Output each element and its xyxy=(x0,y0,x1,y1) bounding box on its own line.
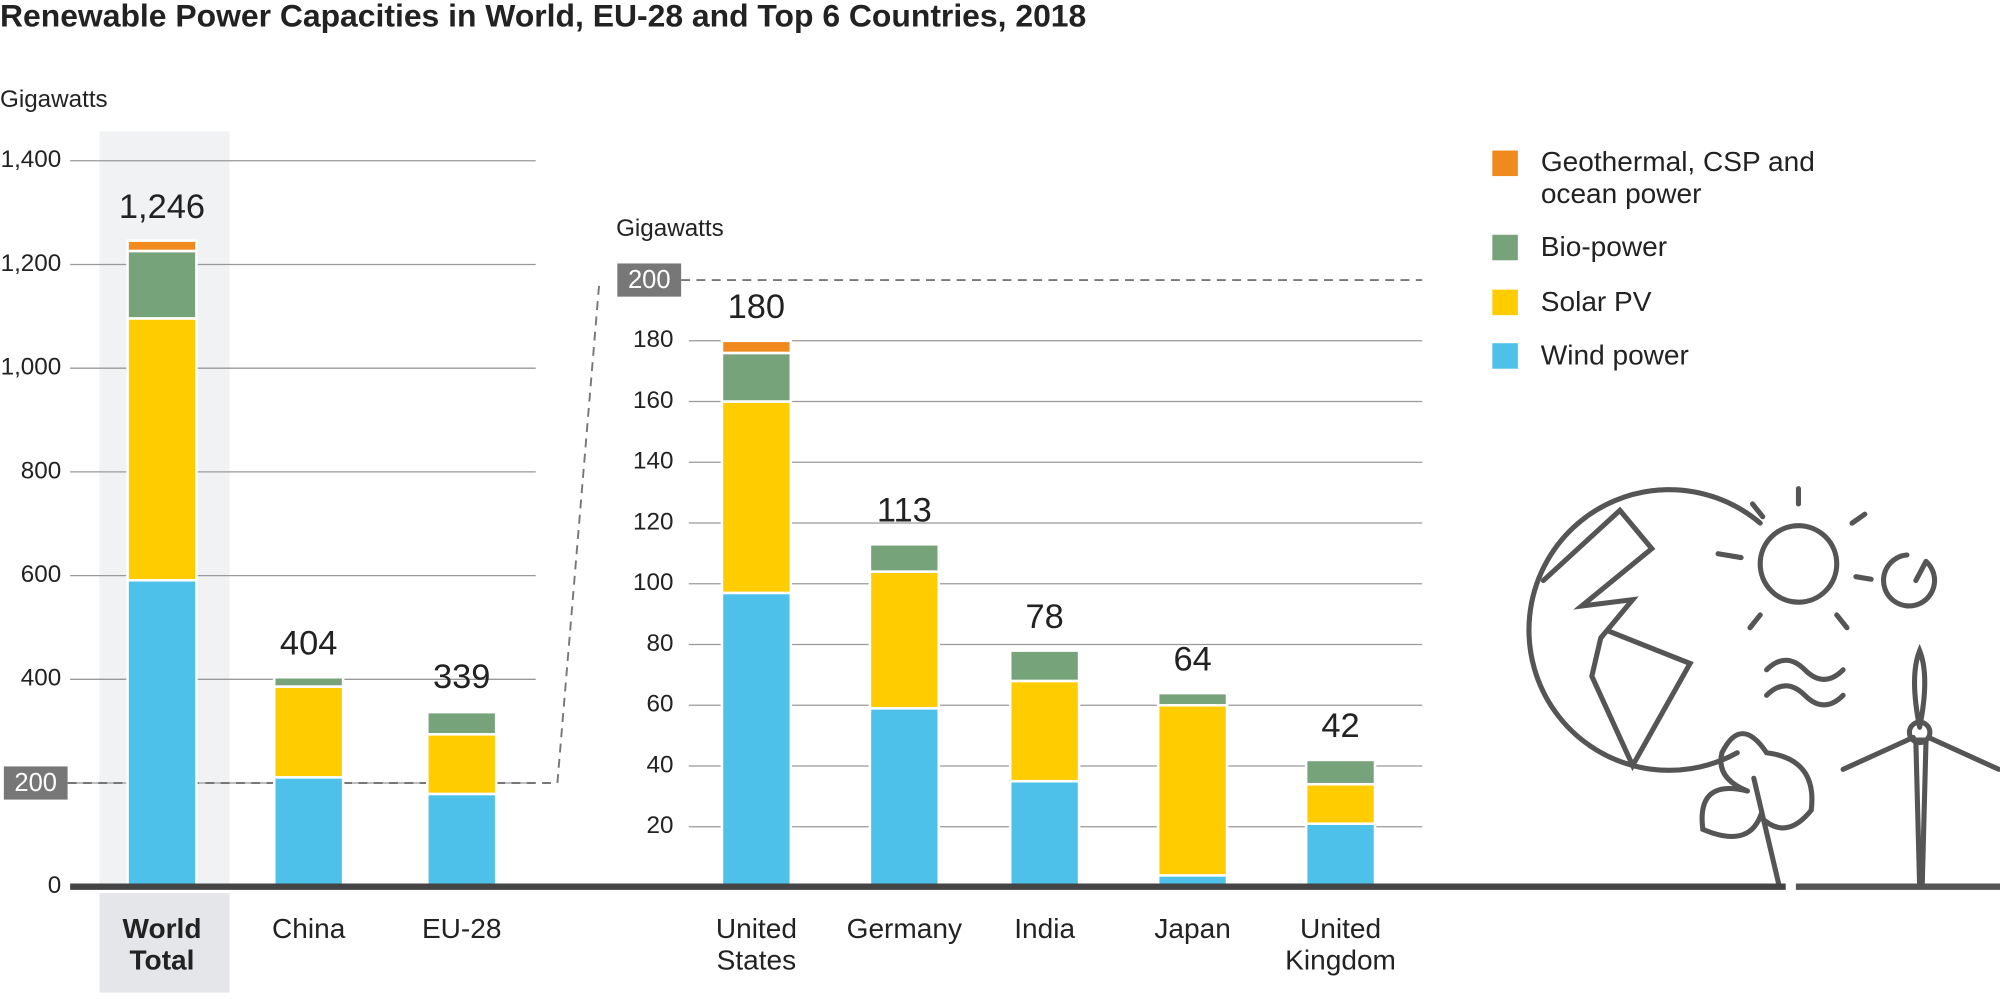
total-label: 404 xyxy=(280,624,337,662)
y-tick-label: 180 xyxy=(633,326,673,353)
bar-segment xyxy=(1008,679,1081,783)
y-tick-label: 40 xyxy=(647,751,674,778)
bar-segment xyxy=(426,792,498,888)
bar-segment xyxy=(272,685,345,779)
y-tick-label: 60 xyxy=(647,691,674,718)
highlight-label-band xyxy=(99,893,230,993)
bar-segment xyxy=(1304,822,1377,889)
legend-label: Bio-power xyxy=(1541,231,1667,262)
reference-connector xyxy=(556,279,601,784)
legend-label: Solar PV xyxy=(1541,286,1652,317)
legend-label: Geothermal, CSP and ocean power xyxy=(1540,145,1815,210)
bar-segment xyxy=(720,351,793,403)
chart-title: Renewable Power Capacities in World, EU-… xyxy=(0,0,1086,33)
x-tick-label: United States xyxy=(715,912,797,977)
bar-segment xyxy=(1156,691,1229,707)
total-label: 64 xyxy=(1173,640,1211,678)
x-tick-label-wrap: India xyxy=(1014,912,1076,945)
x-tick-label: Japan xyxy=(1154,912,1231,945)
illustration xyxy=(1526,486,2000,890)
total-label: 180 xyxy=(728,288,785,326)
reference-label: 200 xyxy=(628,266,671,294)
reference-label: 200 xyxy=(14,769,57,797)
bar-segment xyxy=(126,317,198,582)
bar-segment xyxy=(126,578,198,889)
y-tick-label: 0 xyxy=(48,872,61,899)
bar-segment xyxy=(272,776,345,889)
y-tick-label: 20 xyxy=(647,812,674,839)
x-tick-label: India xyxy=(1014,912,1076,945)
x-tick-label-wrap: World Total xyxy=(122,912,202,977)
x-tick-label-wrap: Japan xyxy=(1154,912,1231,945)
legend-swatch xyxy=(1492,343,1518,369)
bar-segment xyxy=(1008,779,1081,889)
bar-segment xyxy=(1304,758,1377,786)
y-tick-label: 140 xyxy=(633,448,673,475)
bar-segment xyxy=(1156,703,1229,877)
total-label: 78 xyxy=(1025,598,1063,636)
legend-swatch xyxy=(1492,289,1518,316)
bar-segment xyxy=(720,339,793,355)
reference-box xyxy=(617,263,682,297)
y-tick-label: 1,200 xyxy=(1,250,62,277)
x-tick-label-wrap: EU-28 xyxy=(421,912,502,945)
total-label: 339 xyxy=(433,658,490,696)
bar-segment xyxy=(720,400,793,595)
bar-segment xyxy=(126,239,198,253)
y-tick-label: 120 xyxy=(633,508,673,535)
x-tick-label-wrap: United States xyxy=(715,912,797,977)
y-tick-label: 600 xyxy=(21,561,61,588)
legend-swatch xyxy=(1492,150,1518,177)
bar-segment xyxy=(272,675,345,688)
bar-segment xyxy=(868,570,941,710)
y-axis-label: Gigawatts xyxy=(0,86,108,113)
legend-swatch xyxy=(1492,234,1518,261)
x-tick-label-wrap: Germany xyxy=(846,912,963,945)
x-tick-label: EU-28 xyxy=(421,912,502,945)
x-tick-label: China xyxy=(272,912,346,945)
total-label: 1,246 xyxy=(119,188,205,226)
total-label: 113 xyxy=(877,491,932,529)
x-tick-label-wrap: China xyxy=(272,912,346,945)
y-axis-label: Gigawatts xyxy=(616,215,724,242)
bar-segment xyxy=(126,249,198,320)
y-tick-label: 80 xyxy=(647,630,674,657)
bar-segment xyxy=(1008,649,1081,683)
y-tick-label: 800 xyxy=(21,457,61,484)
bar-segment xyxy=(868,543,941,573)
bar-segment xyxy=(1304,782,1377,825)
x-tick-label: Germany xyxy=(846,912,963,945)
reference-box xyxy=(3,766,68,800)
bar-segment xyxy=(868,707,941,889)
bar-segment xyxy=(720,591,793,889)
legend-label-wrap: Geothermal, CSP and ocean power xyxy=(1540,145,1815,210)
bar-segment xyxy=(426,710,498,736)
y-tick-label: 100 xyxy=(633,569,673,596)
bar-segment xyxy=(426,732,498,796)
bar-segment xyxy=(426,709,498,714)
legend-label: Wind power xyxy=(1541,340,1689,371)
y-tick-label: 1,000 xyxy=(1,354,62,381)
y-tick-label: 1,400 xyxy=(1,146,62,173)
x-tick-label: United Kingdom xyxy=(1285,912,1396,977)
total-label: 42 xyxy=(1321,707,1359,745)
y-tick-label: 400 xyxy=(21,665,61,692)
x-tick-label-wrap: United Kingdom xyxy=(1285,912,1396,977)
y-tick-label: 160 xyxy=(633,387,673,414)
x-tick-label: World Total xyxy=(122,912,202,977)
